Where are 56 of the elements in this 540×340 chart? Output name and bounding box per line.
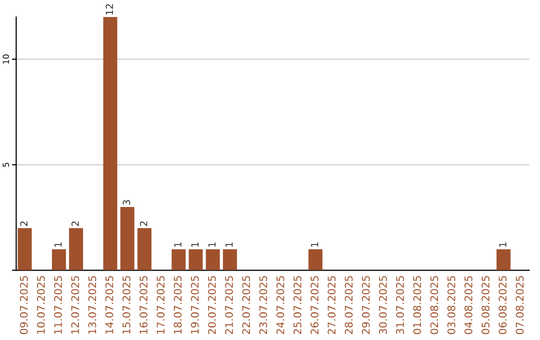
data-label: 2	[140, 221, 148, 226]
x-tick-label: 19.07.2025	[190, 276, 199, 334]
x-tick-label: 31.07.2025	[396, 276, 404, 334]
x-tick-label: 29.07.2025	[362, 276, 370, 334]
x-tick-label: 22.07.2025	[242, 276, 250, 334]
data-label: 1	[191, 242, 198, 247]
x-tick-label: 15.07.2025	[122, 276, 130, 334]
x-tick-label: 12.07.2025	[71, 276, 80, 334]
x-tick-label: 24.07.2025	[276, 276, 284, 334]
x-tick-label: 13.07.2025	[88, 276, 96, 334]
bar	[103, 17, 118, 270]
x-tick-label: 21.07.2025	[225, 276, 233, 334]
x-tick-label: 06.08.2025	[498, 276, 507, 334]
x-tick-label: 23.07.2025	[259, 276, 268, 334]
data-label: 1	[226, 242, 233, 247]
x-tick-label: 05.08.2025	[482, 276, 490, 334]
x-tick-label: 01.08.2025	[413, 276, 422, 334]
bar	[52, 249, 66, 270]
x-tick-label: 18.07.2025	[174, 276, 182, 334]
bar	[137, 228, 152, 270]
x-tick-label: 09.07.2025	[20, 276, 28, 334]
x-tick-label: 10.07.2025	[36, 276, 45, 334]
bar	[496, 249, 511, 270]
bar	[222, 249, 237, 270]
x-tick-label: 07.08.2025	[516, 276, 524, 334]
x-tick-label: 27.07.2025	[328, 276, 336, 334]
x-tick-label: 14.07.2025	[105, 276, 114, 334]
x-tick-label: 26.07.2025	[310, 276, 318, 334]
x-tick-label: 02.08.2025	[430, 276, 438, 334]
bar	[69, 228, 84, 270]
data-label: 1	[208, 242, 216, 247]
y-tick-label: 10	[2, 54, 10, 64]
data-label: 1	[174, 242, 182, 247]
x-tick-label: 30.07.2025	[378, 276, 387, 334]
x-tick-label: 16.07.2025	[140, 276, 148, 334]
bar	[308, 249, 322, 270]
bar	[18, 228, 32, 270]
data-label: 1	[499, 242, 506, 247]
bar	[120, 206, 134, 270]
data-label: 2	[72, 221, 79, 226]
x-tick-label: 28.07.2025	[344, 276, 353, 334]
data-label: 2	[20, 221, 28, 226]
bar	[188, 249, 203, 270]
bar	[206, 249, 220, 270]
y-tick-label: 5	[2, 162, 10, 167]
x-tick-label: 25.07.2025	[293, 276, 302, 334]
x-tick-label: 20.07.2025	[208, 276, 216, 334]
x-tick-label: 11.07.2025	[54, 276, 62, 334]
bar	[172, 249, 186, 270]
data-label: 12	[106, 4, 113, 15]
x-tick-label: 03.08.2025	[447, 276, 456, 334]
data-label: 1	[311, 242, 318, 247]
data-label: 1	[54, 242, 62, 247]
x-tick-label: 17.07.2025	[156, 276, 165, 334]
data-label: 3	[122, 200, 130, 205]
x-tick-label: 04.08.2025	[464, 276, 472, 334]
